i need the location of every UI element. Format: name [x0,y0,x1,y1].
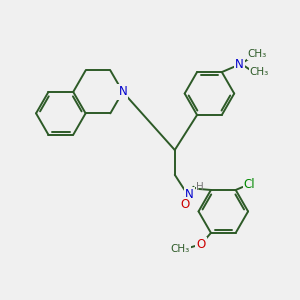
Text: O: O [181,198,190,211]
Text: Cl: Cl [244,178,255,190]
Text: H: H [196,182,203,192]
Text: N: N [185,188,194,201]
Text: CH₃: CH₃ [171,244,190,254]
Text: N: N [235,58,244,71]
Text: CH₃: CH₃ [248,49,267,59]
Text: N: N [118,85,127,98]
Text: O: O [196,238,206,251]
Text: CH₃: CH₃ [250,67,269,77]
